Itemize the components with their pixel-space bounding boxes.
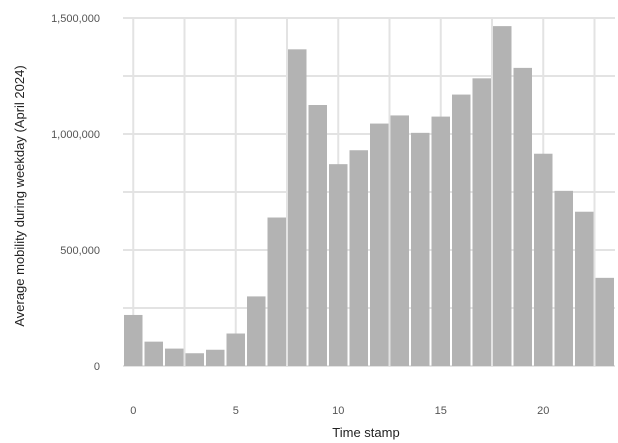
y-axis-label: Average mobility during weekday (April 2…: [12, 65, 27, 326]
bar-1: [144, 341, 163, 366]
bar-4: [206, 349, 225, 366]
bar-22: [575, 211, 594, 366]
x-axis-label: Time stamp: [332, 425, 399, 440]
bar-9: [308, 105, 327, 366]
bar-11: [349, 150, 368, 366]
y-tick-label: 500,000: [60, 245, 100, 257]
tick-labels: 0 500,000 1,000,000 1,500,000 0 5 10 15 20: [51, 13, 549, 417]
bar-7: [267, 217, 286, 366]
bar-18: [493, 26, 512, 367]
bar-0: [124, 314, 143, 366]
bar-6: [247, 296, 266, 366]
bar-5: [226, 333, 245, 366]
y-tick-label: 1,500,000: [51, 13, 100, 25]
bar-21: [554, 190, 573, 366]
y-tick-label: 1,000,000: [51, 129, 100, 141]
bar-14: [411, 132, 430, 366]
x-tick-label: 10: [332, 405, 344, 417]
bar-13: [390, 115, 409, 366]
bar-3: [185, 353, 204, 366]
bars: [124, 26, 614, 367]
x-tick-label: 15: [435, 405, 447, 417]
bar-12: [370, 123, 389, 366]
x-tick-label: 5: [233, 405, 239, 417]
y-tick-label: 0: [94, 361, 100, 373]
bar-23: [595, 277, 614, 366]
x-tick-label: 0: [130, 405, 136, 417]
bar-19: [513, 67, 532, 366]
bar-15: [431, 116, 450, 366]
x-tick-label: 20: [537, 405, 549, 417]
bar-8: [288, 49, 307, 366]
bar-10: [329, 164, 348, 366]
bar-17: [472, 78, 491, 366]
bar-16: [452, 94, 471, 366]
bar-2: [165, 348, 184, 366]
bar-20: [534, 153, 553, 366]
